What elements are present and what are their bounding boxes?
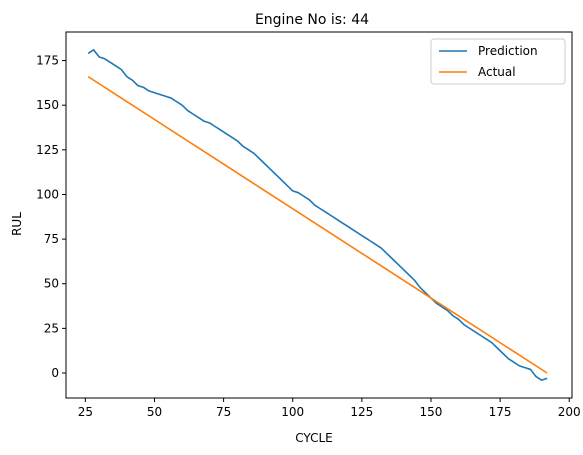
y-tick-label: 100 — [36, 187, 59, 201]
y-tick-label: 175 — [36, 54, 59, 68]
y-tick-label: 75 — [44, 232, 59, 246]
x-tick-label: 175 — [489, 405, 512, 419]
y-tick-label: 0 — [51, 366, 59, 380]
x-tick-label: 125 — [350, 405, 373, 419]
legend-label-actual: Actual — [478, 65, 516, 79]
x-tick-label: 50 — [147, 405, 162, 419]
legend: Prediction Actual — [431, 39, 565, 84]
x-tick-label: 25 — [78, 405, 93, 419]
y-axis-label: RUL — [10, 212, 24, 236]
y-tick-label: 125 — [36, 143, 59, 157]
x-tick-label: 200 — [558, 405, 581, 419]
y-tick-label: 25 — [44, 321, 59, 335]
y-tick-label: 150 — [36, 98, 59, 112]
x-tick-label: 150 — [420, 405, 443, 419]
x-axis-label: CYCLE — [295, 431, 333, 445]
x-tick-label: 100 — [281, 405, 304, 419]
chart-title: Engine No is: 44 — [255, 12, 369, 28]
legend-label-prediction: Prediction — [478, 44, 538, 58]
x-tick-label: 75 — [216, 405, 231, 419]
y-tick-label: 50 — [44, 277, 59, 291]
